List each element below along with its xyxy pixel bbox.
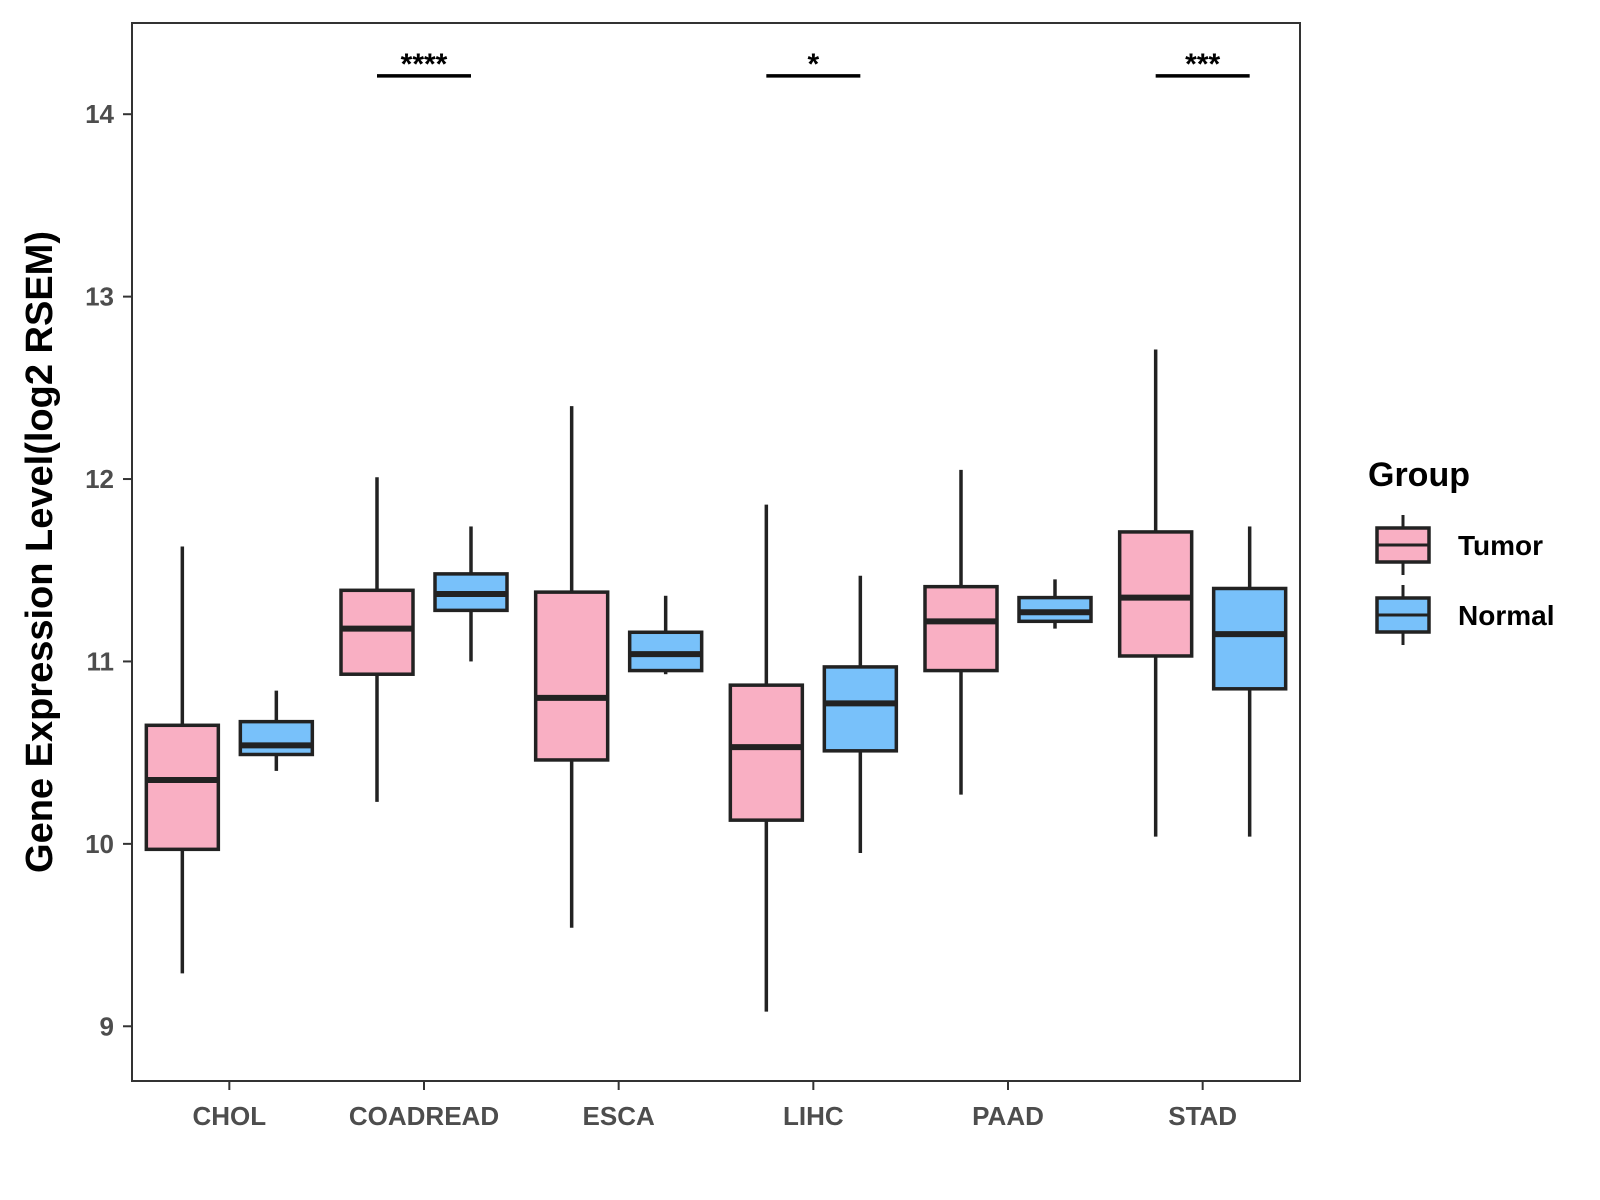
box-body [728, 683, 805, 822]
significance-label: **** [401, 48, 448, 81]
x-tick-label: STAD [1168, 1101, 1237, 1131]
legend-key-tumor [1375, 515, 1431, 575]
y-axis-title: Gene Expression Level(log2 RSEM) [19, 231, 61, 873]
x-tick-label: PAAD [972, 1101, 1044, 1131]
x-tick-label: CHOL [192, 1101, 266, 1131]
y-axis: 9 10 11 12 13 14 [85, 99, 132, 1041]
box-body [144, 723, 221, 852]
y-tick-label: 12 [85, 464, 114, 494]
legend-title: Group [1368, 456, 1470, 494]
legend-label: Tumor [1458, 530, 1543, 561]
box-body [339, 588, 415, 676]
box-normal-chol [238, 690, 315, 771]
box-body [238, 719, 315, 757]
box-tumor-lihc [728, 504, 805, 1012]
legend: Group Tumor Normal [1368, 456, 1554, 645]
box-body [1211, 586, 1288, 691]
box-body [533, 590, 610, 762]
legend-label: Normal [1458, 600, 1554, 631]
x-axis: CHOL COADREAD ESCA LIHC PAAD STAD [192, 1081, 1237, 1131]
box-normal-stad [1211, 526, 1288, 837]
x-tick-label: ESCA [583, 1101, 655, 1131]
box-normal-lihc [822, 575, 899, 853]
significance-label: * [807, 48, 819, 81]
box-normal-paad [1017, 579, 1093, 629]
box-tumor-chol [144, 546, 221, 974]
box-normal-coadread [433, 526, 509, 662]
box-normal-esca [627, 595, 704, 675]
y-tick-label: 14 [85, 99, 114, 129]
box-body [923, 584, 999, 673]
box-tumor-paad [923, 469, 999, 795]
box-body [1117, 530, 1194, 658]
y-tick-label: 10 [85, 829, 114, 859]
significance-annotations: **** * *** [377, 48, 1250, 81]
x-tick-label: LIHC [783, 1101, 844, 1131]
y-tick-label: 9 [100, 1011, 114, 1041]
box-tumor-coadread [339, 477, 415, 802]
x-tick-label: COADREAD [349, 1101, 499, 1131]
box-tumor-esca [533, 406, 610, 928]
y-tick-label: 13 [85, 282, 114, 312]
y-tick-label: 11 [87, 646, 115, 676]
significance-label: *** [1185, 48, 1220, 81]
box-tumor-stad [1117, 349, 1194, 837]
box-body [822, 665, 899, 753]
plot-panel [131, 22, 1301, 1082]
box-series [144, 349, 1288, 1012]
legend-key-normal [1375, 585, 1431, 645]
